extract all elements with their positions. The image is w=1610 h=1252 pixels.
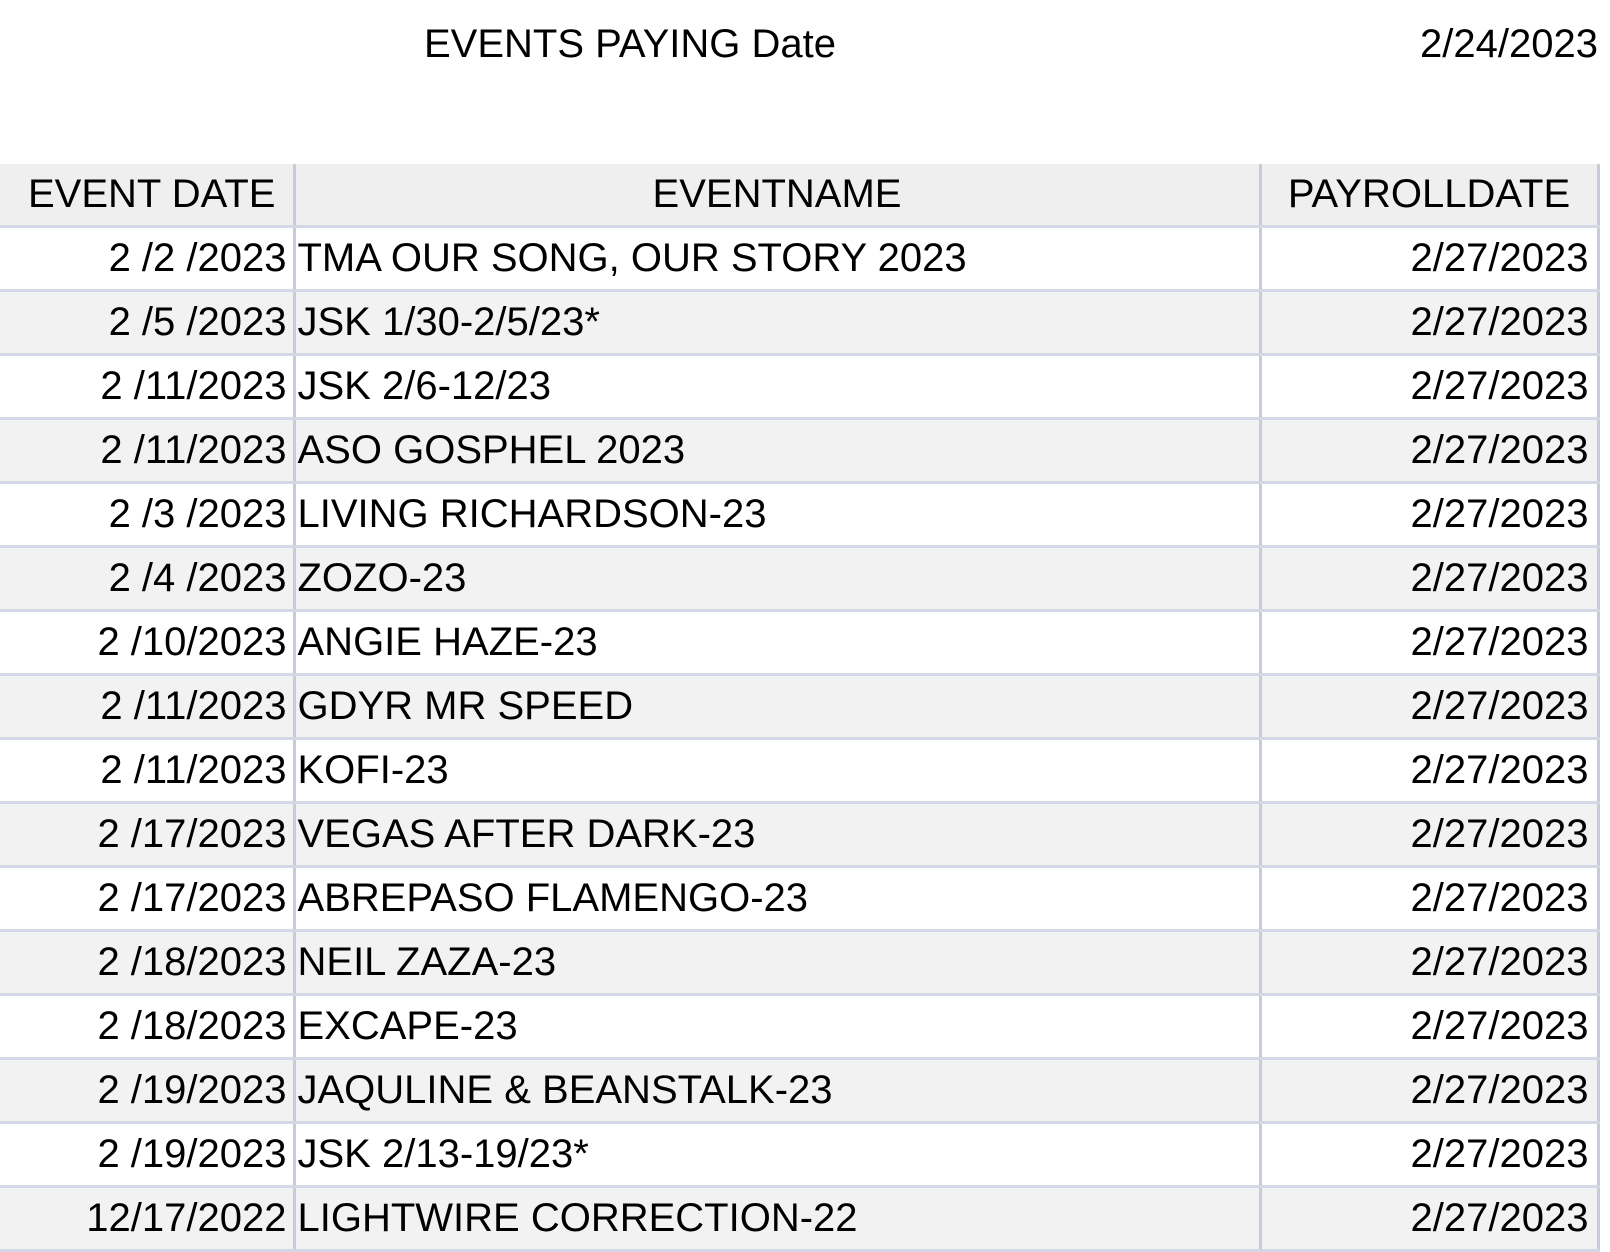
payroll-date-cell[interactable]: 2/27/2023: [1260, 1122, 1600, 1188]
table-row: 2 /11/2023 JSK 2/6-12/23 2/27/2023: [0, 354, 1600, 420]
page-title: EVENTS PAYING Date: [424, 22, 836, 66]
payroll-date-cell[interactable]: 2/27/2023: [1260, 290, 1600, 356]
event-date-cell[interactable]: 2 /2 /2023: [0, 226, 296, 292]
table-row: 2 /18/2023 NEIL ZAZA-23 2/27/2023: [0, 930, 1600, 996]
table-row: 2 /19/2023 JSK 2/13-19/23* 2/27/2023: [0, 1122, 1600, 1188]
event-name-cell[interactable]: ABREPASO FLAMENGO-23: [294, 866, 1262, 932]
table-row: 2 /11/2023 GDYR MR SPEED 2/27/2023: [0, 674, 1600, 740]
event-name-cell[interactable]: EXCAPE-23: [294, 994, 1262, 1060]
payroll-date-cell[interactable]: 2/27/2023: [1260, 738, 1600, 804]
event-date-cell[interactable]: 2 /18/2023: [0, 994, 296, 1060]
event-name-cell[interactable]: LIVING RICHARDSON-23: [294, 482, 1262, 548]
event-name-cell[interactable]: ANGIE HAZE-23: [294, 610, 1262, 676]
payroll-date-cell[interactable]: 2/27/2023: [1260, 802, 1600, 868]
table-row: 2 /18/2023 EXCAPE-23 2/27/2023: [0, 994, 1600, 1060]
column-header-payroll-date[interactable]: PAYROLLDATE: [1260, 164, 1600, 228]
table-row: 2 /17/2023 ABREPASO FLAMENGO-23 2/27/202…: [0, 866, 1600, 932]
table-row: 2 /3 /2023 LIVING RICHARDSON-23 2/27/202…: [0, 482, 1600, 548]
event-name-cell[interactable]: KOFI-23: [294, 738, 1262, 804]
table-row: 2 /11/2023 ASO GOSPHEL 2023 2/27/2023: [0, 418, 1600, 484]
event-date-cell[interactable]: 2 /10/2023: [0, 610, 296, 676]
payroll-date-cell[interactable]: 2/27/2023: [1260, 546, 1600, 612]
paying-date: 2/24/2023: [1420, 22, 1598, 66]
table-row: 2 /19/2023 JAQULINE & BEANSTALK-23 2/27/…: [0, 1058, 1600, 1124]
payroll-date-cell[interactable]: 2/27/2023: [1260, 930, 1600, 996]
event-name-cell[interactable]: NEIL ZAZA-23: [294, 930, 1262, 996]
table-row: 2 /17/2023 VEGAS AFTER DARK-23 2/27/2023: [0, 802, 1600, 868]
event-date-cell[interactable]: 2 /18/2023: [0, 930, 296, 996]
header-row: EVENT DATE EVENTNAME PAYROLLDATE: [0, 164, 1600, 228]
event-date-cell[interactable]: 2 /5 /2023: [0, 290, 296, 356]
event-date-cell[interactable]: 2 /3 /2023: [0, 482, 296, 548]
event-date-cell[interactable]: 2 /4 /2023: [0, 546, 296, 612]
event-name-cell[interactable]: JAQULINE & BEANSTALK-23: [294, 1058, 1262, 1124]
payroll-date-cell[interactable]: 2/27/2023: [1260, 674, 1600, 740]
table-row: 2 /2 /2023 TMA OUR SONG, OUR STORY 2023 …: [0, 226, 1600, 292]
column-header-event-date[interactable]: EVENT DATE: [0, 164, 296, 228]
table-row: 12/17/2022 LIGHTWIRE CORRECTION-22 2/27/…: [0, 1186, 1600, 1252]
payroll-date-cell[interactable]: 2/27/2023: [1260, 226, 1600, 292]
table-header: EVENT DATE EVENTNAME PAYROLLDATE: [0, 164, 1600, 228]
event-date-cell[interactable]: 2 /11/2023: [0, 418, 296, 484]
event-name-cell[interactable]: VEGAS AFTER DARK-23: [294, 802, 1262, 868]
event-name-cell[interactable]: GDYR MR SPEED: [294, 674, 1262, 740]
table-row: 2 /5 /2023 JSK 1/30-2/5/23* 2/27/2023: [0, 290, 1600, 356]
event-name-cell[interactable]: TMA OUR SONG, OUR STORY 2023: [294, 226, 1262, 292]
payroll-date-cell[interactable]: 2/27/2023: [1260, 994, 1600, 1060]
table-row: 2 /4 /2023 ZOZO-23 2/27/2023: [0, 546, 1600, 612]
event-name-cell[interactable]: JSK 2/13-19/23*: [294, 1122, 1262, 1188]
payroll-date-cell[interactable]: 2/27/2023: [1260, 1058, 1600, 1124]
events-table: EVENT DATE EVENTNAME PAYROLLDATE 2 /2 /2…: [0, 164, 1600, 1252]
event-date-cell[interactable]: 2 /11/2023: [0, 674, 296, 740]
event-name-cell[interactable]: ASO GOSPHEL 2023: [294, 418, 1262, 484]
payroll-date-cell[interactable]: 2/27/2023: [1260, 418, 1600, 484]
column-header-event-name[interactable]: EVENTNAME: [294, 164, 1262, 228]
event-date-cell[interactable]: 2 /19/2023: [0, 1122, 296, 1188]
table-row: 2 /11/2023 KOFI-23 2/27/2023: [0, 738, 1600, 804]
event-name-cell[interactable]: JSK 2/6-12/23: [294, 354, 1262, 420]
event-date-cell[interactable]: 12/17/2022: [0, 1186, 296, 1252]
event-name-cell[interactable]: LIGHTWIRE CORRECTION-22: [294, 1186, 1262, 1252]
table-body: 2 /2 /2023 TMA OUR SONG, OUR STORY 2023 …: [0, 226, 1600, 1252]
payroll-date-cell[interactable]: 2/27/2023: [1260, 482, 1600, 548]
event-date-cell[interactable]: 2 /11/2023: [0, 354, 296, 420]
event-name-cell[interactable]: ZOZO-23: [294, 546, 1262, 612]
payroll-date-cell[interactable]: 2/27/2023: [1260, 610, 1600, 676]
table-row: 2 /10/2023 ANGIE HAZE-23 2/27/2023: [0, 610, 1600, 676]
event-date-cell[interactable]: 2 /17/2023: [0, 866, 296, 932]
payroll-date-cell[interactable]: 2/27/2023: [1260, 866, 1600, 932]
event-name-cell[interactable]: JSK 1/30-2/5/23*: [294, 290, 1262, 356]
event-date-cell[interactable]: 2 /17/2023: [0, 802, 296, 868]
event-date-cell[interactable]: 2 /11/2023: [0, 738, 296, 804]
payroll-date-cell[interactable]: 2/27/2023: [1260, 1186, 1600, 1252]
event-date-cell[interactable]: 2 /19/2023: [0, 1058, 296, 1124]
payroll-date-cell[interactable]: 2/27/2023: [1260, 354, 1600, 420]
